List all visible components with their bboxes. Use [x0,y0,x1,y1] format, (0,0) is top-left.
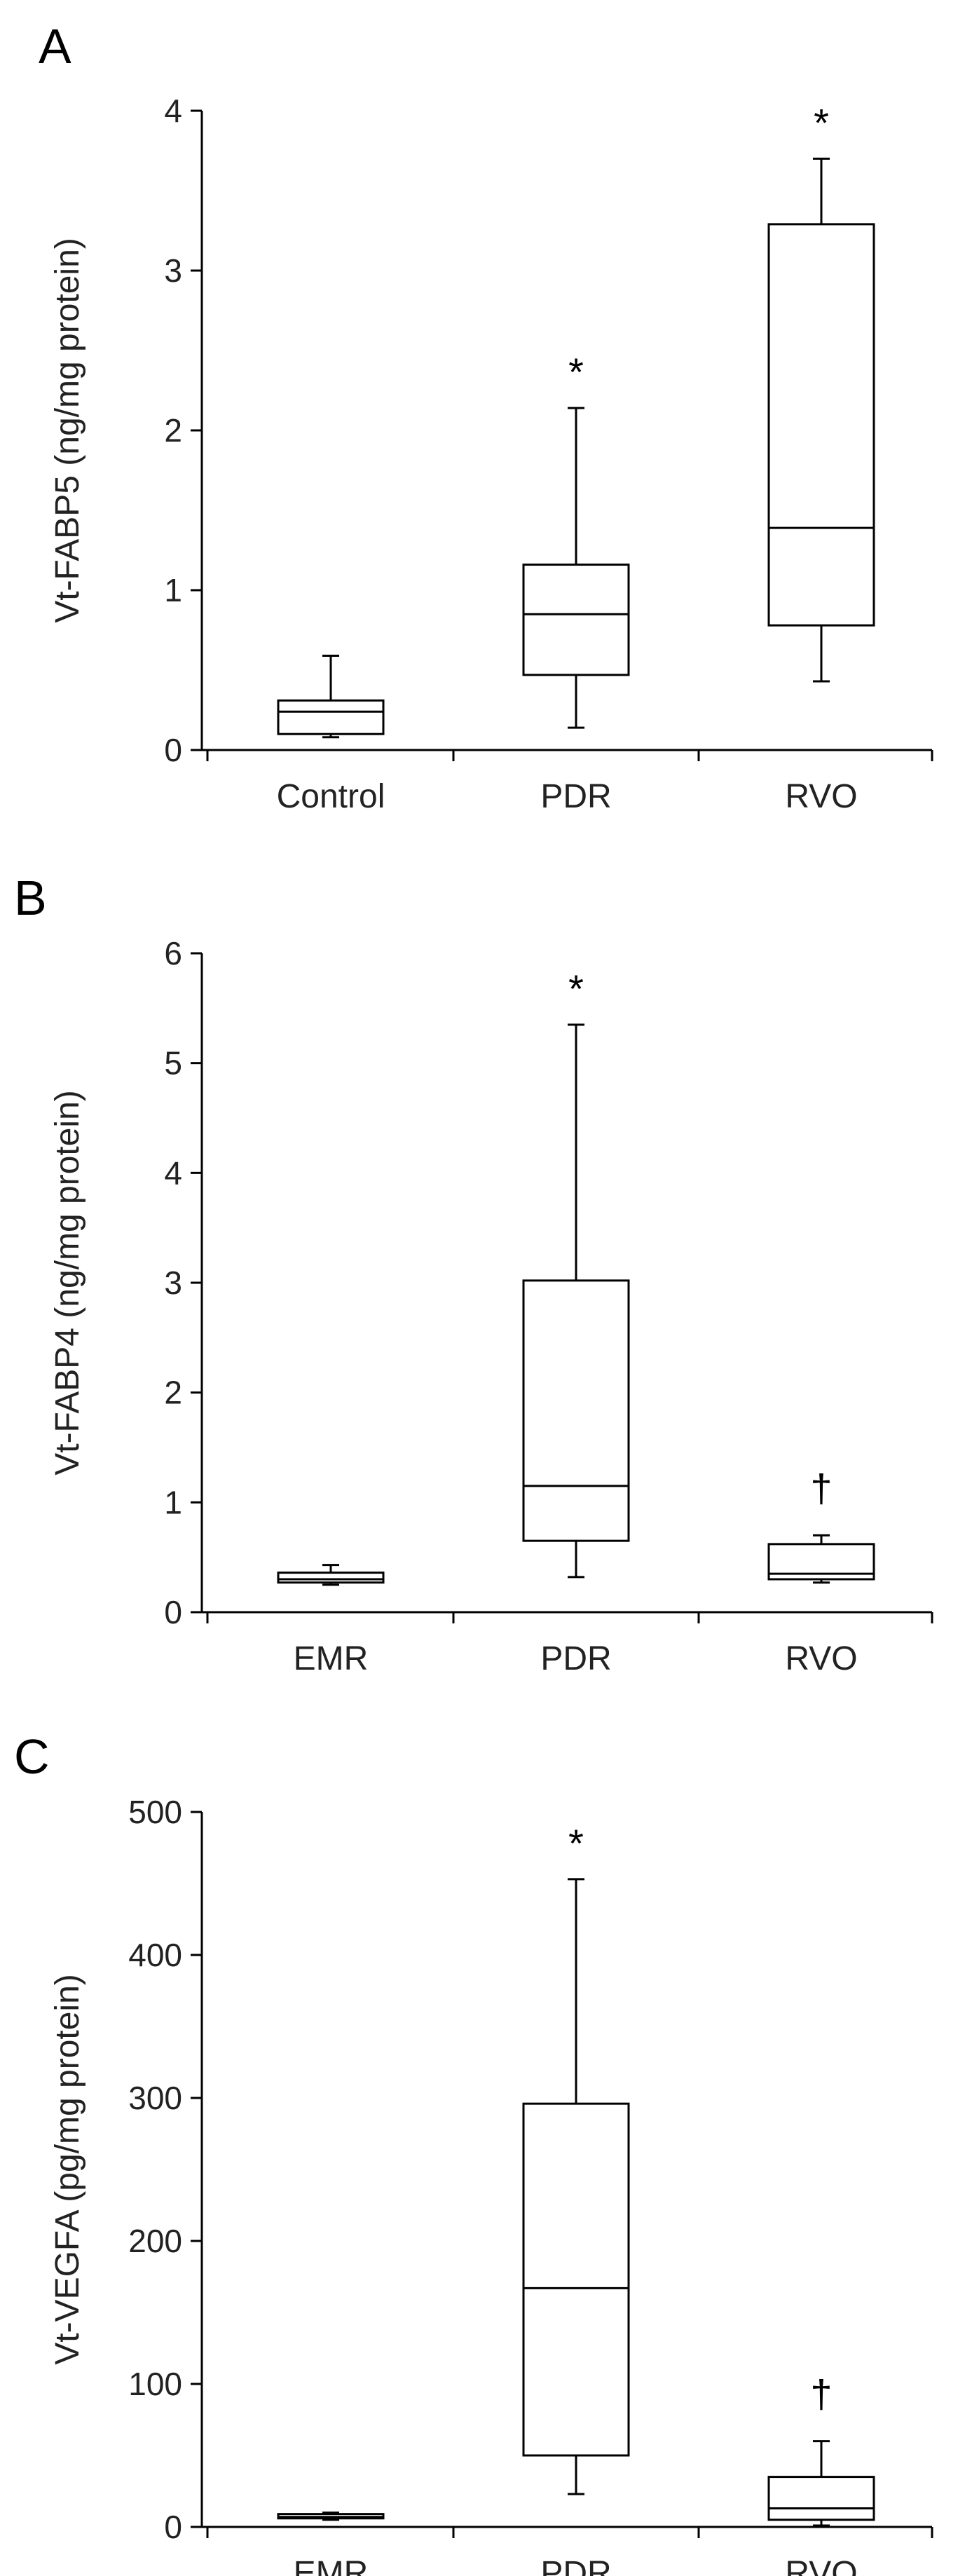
x-category-label: Control [277,778,385,815]
iqr-box [522,564,630,676]
y-tick-label: 4 [164,93,182,129]
x-category-label: RVO [785,2555,857,2576]
y-tick-label: 3 [164,252,182,289]
y-tick-label: 100 [128,2366,182,2402]
iqr-box [767,2476,875,2521]
panel-a: A 0 1 2 3 4 Vt-FABP5 (ng/mg protein) Control * PD… [39,19,933,815]
y-tick-label: 0 [164,2509,182,2545]
panel-label: A [39,19,71,74]
significance-asterisk: * [568,967,584,1011]
y-tick-label: 2 [164,412,182,449]
x-category-label: RVO [785,1640,857,1677]
y-axis-title: Vt-VEGFA (pg/mg protein) [49,1974,86,2365]
panel-label: B [14,871,47,925]
x-category-label: PDR [540,2555,611,2576]
y-tick-label: 1 [164,1484,182,1520]
panel-b: B 0 1 2 3 4 5 6 Vt-FABP4 (ng/mg protein) EMR * PDR †… [14,871,933,1677]
y-tick-label: 1 [164,572,182,608]
y-tick-label: 2 [164,1375,182,1411]
y-axis-title: Vt-FABP4 (ng/mg protein) [49,1090,86,1476]
y-tick-label: 400 [128,1937,182,1973]
y-tick-label: 300 [128,2080,182,2116]
significance-asterisk: * [568,350,584,394]
x-category-label: PDR [540,1640,611,1677]
y-tick-label: 500 [128,1794,182,1830]
iqr-box [767,223,875,627]
iqr-box [277,699,385,735]
x-category-label: EMR [294,1640,369,1677]
y-tick-label: 4 [164,1154,182,1191]
y-tick-label: 6 [164,935,182,972]
iqr-box [522,1279,630,1542]
significance-dagger: † [810,2372,832,2416]
iqr-box [277,1572,385,1584]
y-tick-label: 200 [128,2223,182,2259]
y-tick-label: 5 [164,1045,182,1082]
significance-asterisk: * [568,1821,584,1865]
x-category-label: RVO [785,778,857,815]
y-tick-label: 3 [164,1265,182,1301]
x-category-label: PDR [540,778,611,815]
y-axis-title: Vt-FABP5 (ng/mg protein) [49,238,86,623]
panel-label: C [14,1729,50,1784]
iqr-box [522,2102,630,2457]
x-category-label: EMR [294,2555,369,2576]
significance-dagger: † [810,1466,832,1510]
y-tick-label: 0 [164,732,182,768]
significance-asterisk: * [814,100,829,144]
y-tick-label: 0 [164,1594,182,1630]
panel-c: C 0 100 200 300 400 500 Vt-VEGFA (pg/mg protein… [14,1729,933,2576]
